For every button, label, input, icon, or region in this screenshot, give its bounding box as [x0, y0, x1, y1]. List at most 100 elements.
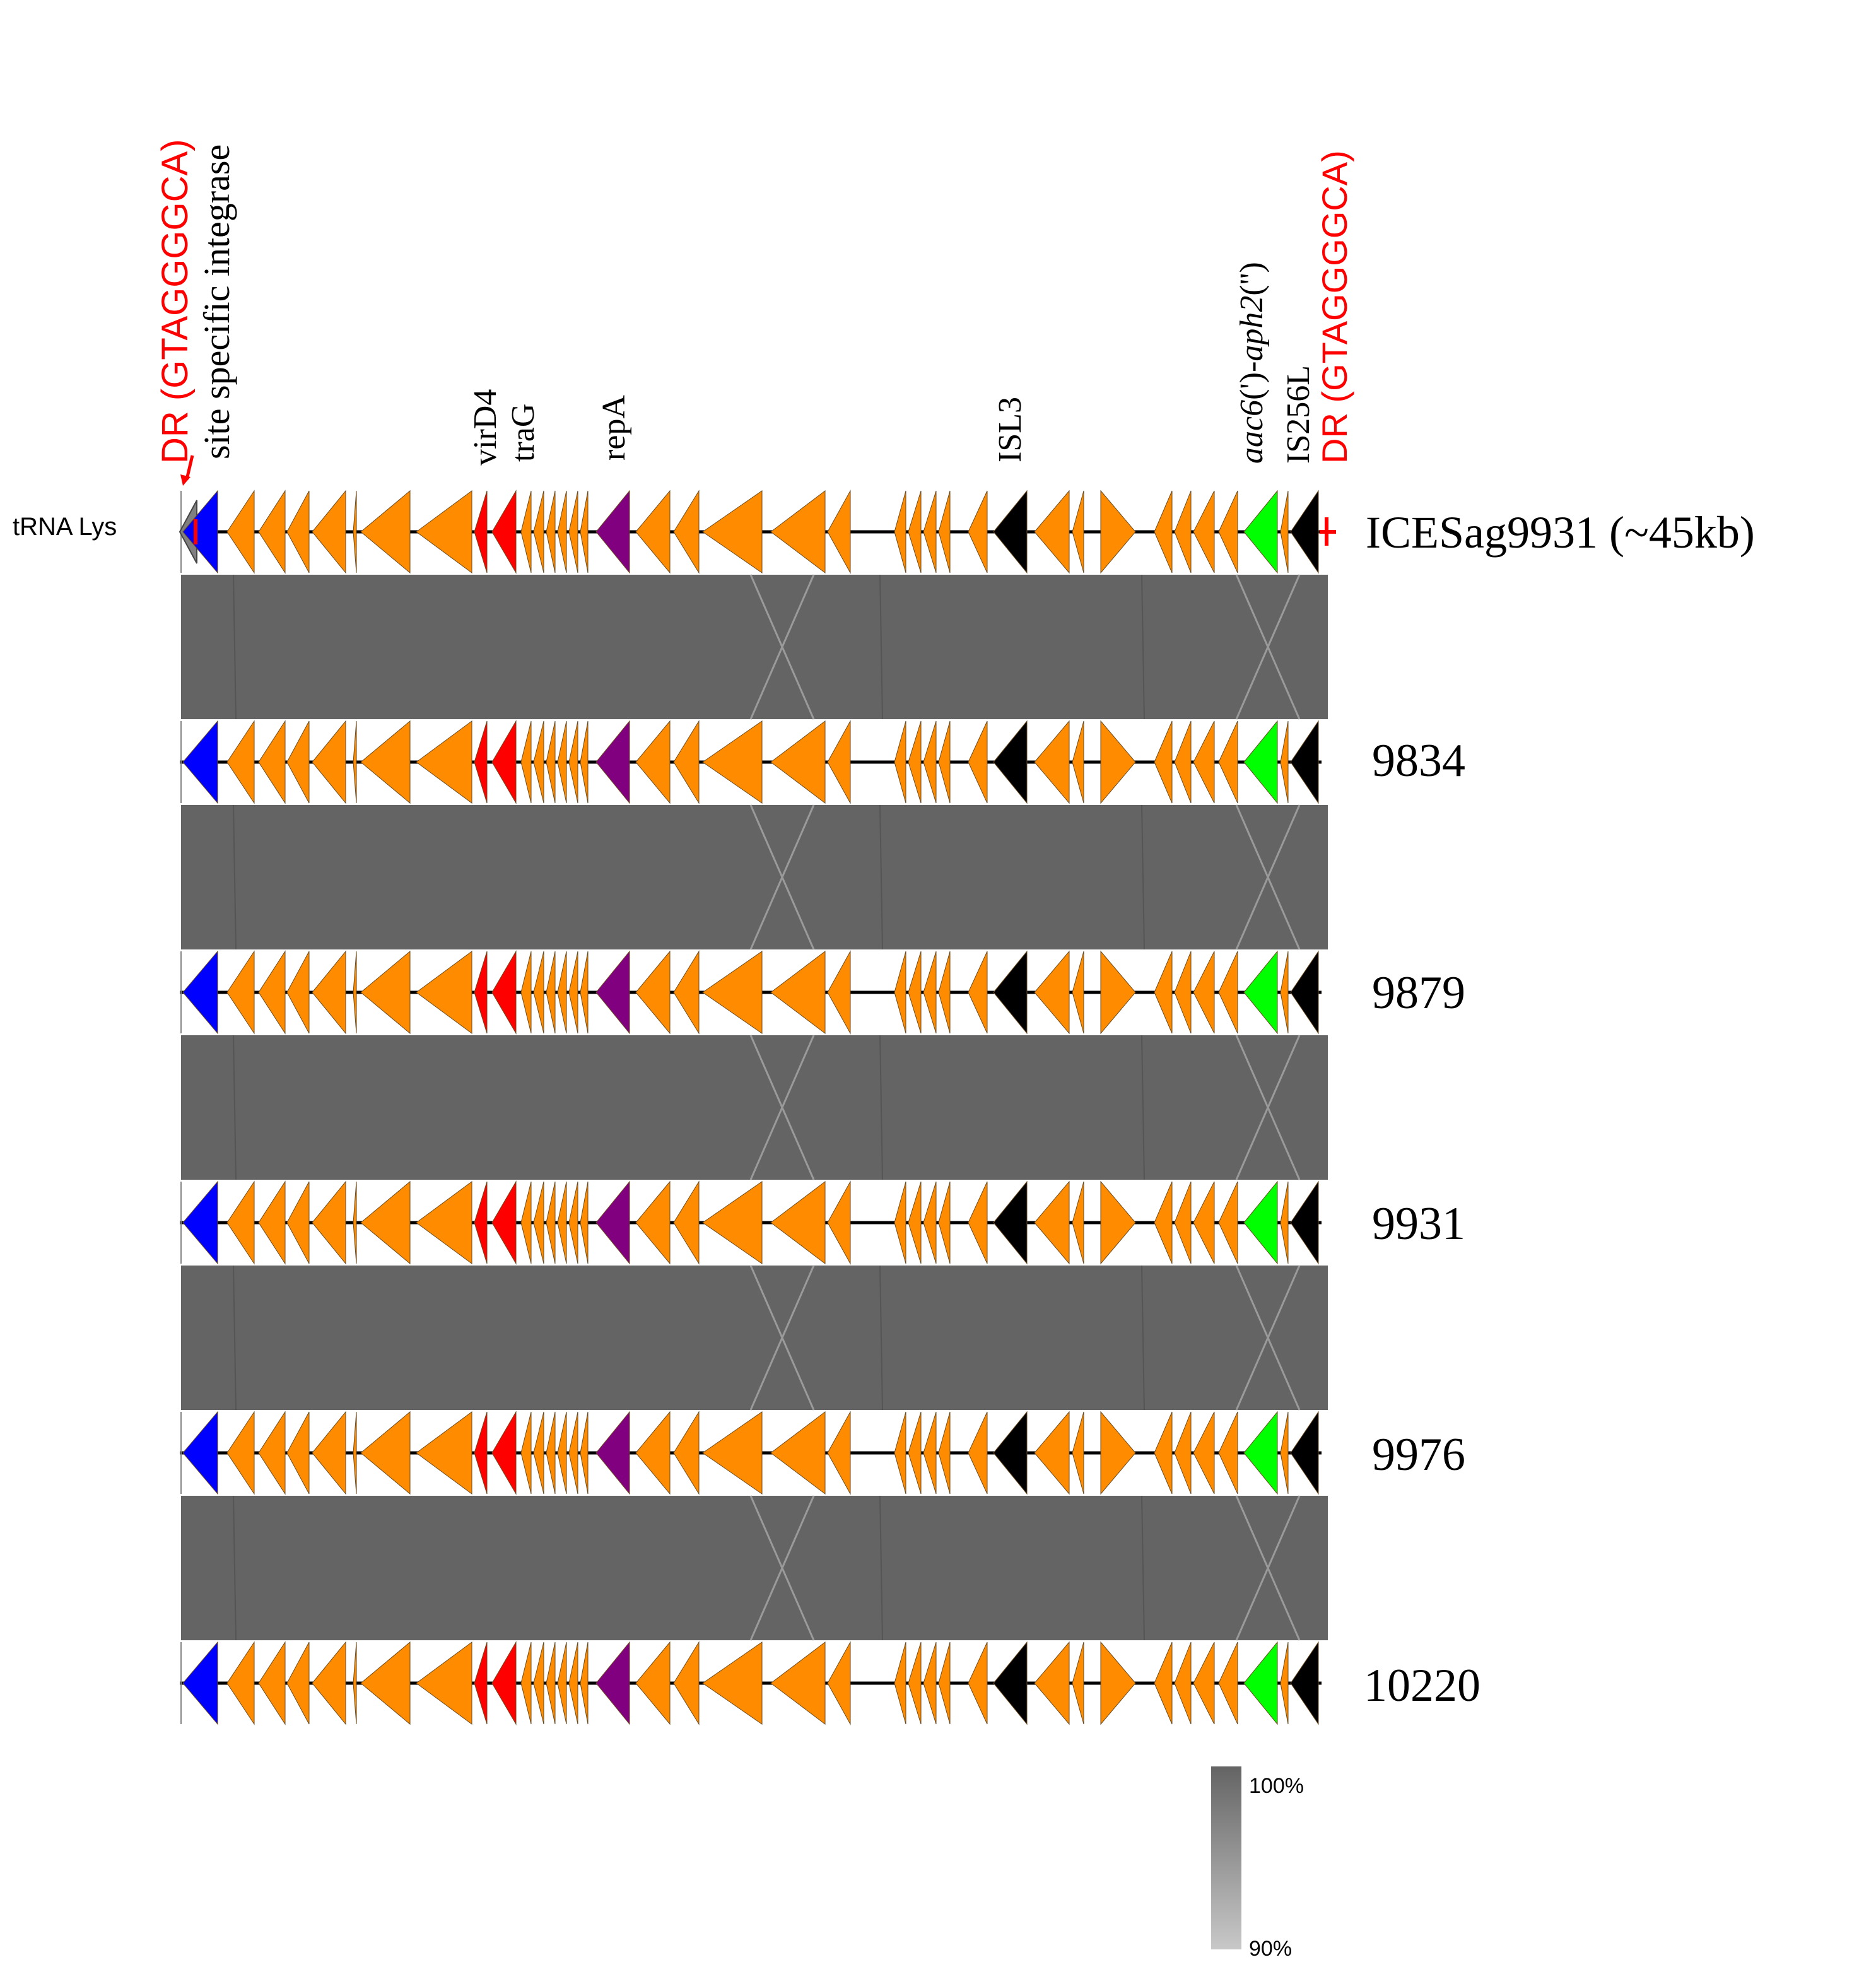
dr-right-mark [1320, 517, 1336, 546]
gene-arrow [1034, 950, 1070, 1035]
band-seam [879, 1265, 883, 1411]
gene-arrow [1243, 490, 1278, 574]
gene-arrow [546, 1181, 556, 1264]
gene-arrow [1243, 950, 1278, 1035]
gene-arrow [938, 720, 951, 804]
gene-arrow [938, 1181, 951, 1264]
gene-arrow [360, 950, 411, 1035]
gene-arrow [286, 951, 310, 1034]
gene-arrow [520, 1181, 532, 1264]
gene-arrow [1072, 720, 1084, 804]
gene-arrow [908, 720, 922, 804]
gene-arrow [908, 1181, 922, 1264]
gene-track [180, 950, 1322, 1035]
gene-arrow [580, 1181, 589, 1264]
gene-arrow [968, 490, 988, 573]
repA-label: repA [596, 395, 632, 461]
gene-arrow [546, 1411, 556, 1495]
band-seam [1141, 1035, 1145, 1180]
gene-arrow [1100, 950, 1136, 1035]
gene-arrow [938, 1642, 951, 1725]
gene-arrow [474, 1411, 488, 1495]
gene-arrow [1193, 720, 1215, 804]
gene-arrow [1100, 490, 1136, 574]
gene-arrow [993, 1180, 1028, 1265]
track-label-9834: 9834 [1372, 735, 1465, 787]
gene-arrow [226, 950, 255, 1035]
gene-arrow [1154, 951, 1173, 1034]
gene-arrow [1100, 720, 1136, 804]
similarity-band [181, 1496, 1328, 1640]
identity-legend-max: 100% [1249, 1774, 1304, 1798]
gene-arrow [1218, 951, 1238, 1034]
gene-arrow [1290, 1641, 1319, 1725]
gene-arrow [1100, 1411, 1136, 1495]
gene-arrow [546, 1642, 556, 1725]
inversion-line [749, 574, 815, 720]
gene-arrow [312, 1180, 346, 1265]
gene-arrow [968, 1181, 988, 1264]
identity-legend-bar [1211, 1766, 1241, 1949]
gene-arrow [827, 490, 851, 574]
gene-arrow [520, 490, 532, 573]
gene-arrow [702, 720, 763, 804]
gene-arrow [491, 720, 517, 804]
gene-arrow [491, 1180, 517, 1265]
inversion-line [749, 804, 815, 950]
gene-arrow [1072, 1181, 1084, 1264]
gene-arrow [938, 951, 951, 1034]
gene-arrow [968, 1642, 988, 1725]
gene-arrow [568, 1181, 578, 1264]
gene-arrow [1243, 1641, 1278, 1725]
gene-arrow [908, 951, 922, 1034]
gene-arrow [1243, 1411, 1278, 1495]
gene-arrow [568, 720, 578, 804]
gene-arrow [1072, 951, 1084, 1034]
gene-arrow [673, 950, 700, 1035]
gene-arrow [416, 1411, 472, 1495]
gene-arrow [673, 1180, 700, 1265]
track-label-9931: 9931 [1372, 1198, 1465, 1250]
gene-arrow [580, 720, 589, 804]
gene-arrow [557, 1411, 567, 1495]
band-seam [879, 1495, 883, 1641]
gene-arrow [416, 951, 472, 1034]
gene-arrow [286, 720, 310, 804]
gene-arrow [923, 1411, 937, 1495]
gene-arrow [938, 490, 951, 573]
gene-arrow [1290, 950, 1319, 1035]
gene-arrow [520, 1642, 532, 1725]
aac6-aph2-label: aac6(')-aph2('') [1234, 262, 1270, 464]
gene-arrow [770, 1411, 826, 1495]
gene-arrow [1034, 1180, 1070, 1265]
gene-arrow [1034, 1641, 1070, 1725]
gene-track [179, 490, 1322, 574]
gene-arrow [580, 490, 589, 573]
gene-arrow [635, 1641, 671, 1725]
gene-arrow [702, 1411, 763, 1495]
gene-arrow [1290, 1180, 1319, 1265]
gene-arrow [1174, 720, 1192, 804]
gene-arrow [1218, 1411, 1238, 1495]
band-seam [233, 574, 237, 720]
gene-arrow [312, 720, 346, 804]
gene-arrow [1193, 1181, 1215, 1264]
gene-arrow [673, 1411, 700, 1495]
gene-arrow [557, 1181, 567, 1264]
gene-arrow [894, 490, 906, 573]
band-seam [1141, 804, 1145, 950]
gene-arrow [580, 1642, 589, 1725]
band-seam [233, 1035, 237, 1180]
gene-arrow [533, 1181, 544, 1264]
gene-arrow [353, 951, 357, 1034]
gene-arrow [226, 1180, 255, 1265]
similarity-band [181, 575, 1328, 719]
traG-label: traG [505, 404, 541, 462]
gene-arrow [595, 1180, 630, 1265]
similarity-bands [181, 574, 1328, 1641]
gene-arrow [635, 1411, 671, 1495]
inversion-line [1235, 574, 1301, 720]
gene-arrow [770, 1641, 826, 1725]
inversion-line [1235, 804, 1301, 950]
gene-arrow [635, 1180, 671, 1265]
